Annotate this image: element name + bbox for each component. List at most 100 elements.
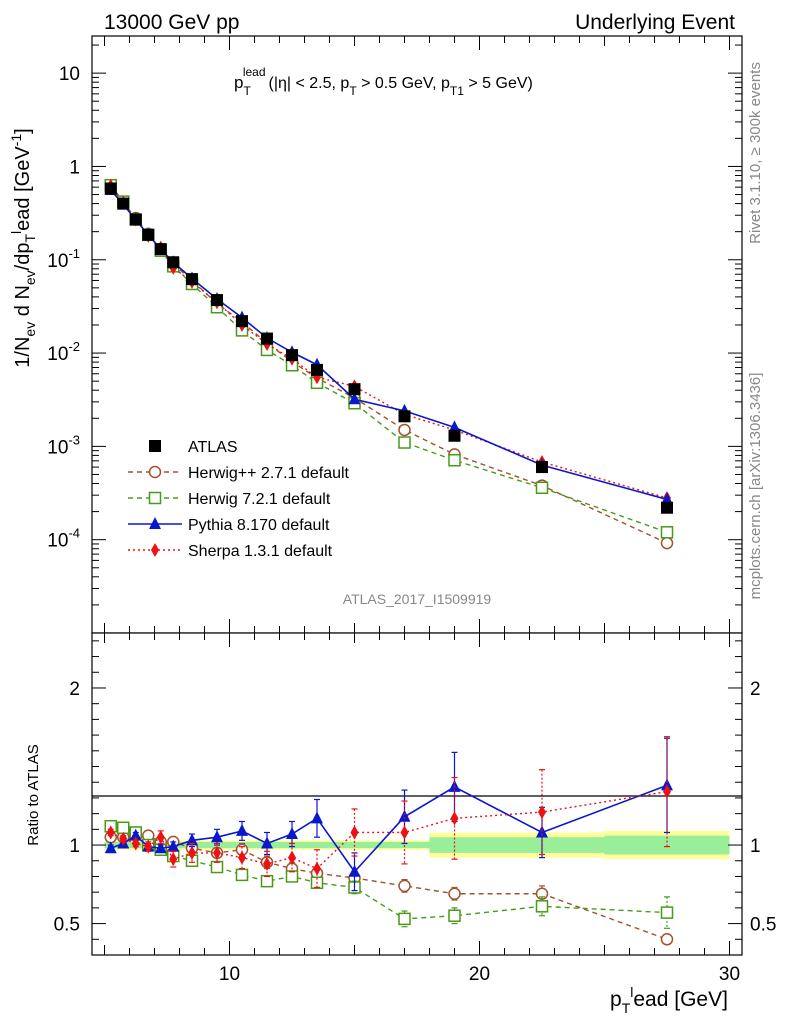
- legend-label: Herwig++ 2.7.1 default: [188, 465, 350, 482]
- ratio-y-tick-label-left: 1: [69, 836, 80, 857]
- marker-diamond: [106, 825, 115, 840]
- marker-square: [104, 182, 117, 195]
- marker-triangle: [104, 841, 117, 854]
- marker-square: [286, 349, 298, 362]
- ratio-y-axis-label: Ratio to ATLAS: [25, 744, 42, 845]
- marker-open-circle: [398, 423, 411, 437]
- band-inner: [379, 841, 430, 849]
- marker-open-square: [285, 870, 299, 883]
- marker-square: [661, 501, 673, 514]
- header-left: 13000 GeV pp: [104, 11, 239, 34]
- marker-diamond: [144, 839, 153, 854]
- marker-square: [348, 383, 361, 396]
- marker-diamond: [288, 850, 296, 865]
- marker-open-circle: [148, 465, 162, 479]
- marker-square: [167, 256, 180, 269]
- marker-square: [536, 461, 548, 474]
- x-tick-label: 30: [719, 964, 740, 985]
- y-tick-label: 10-4: [47, 526, 80, 552]
- marker-square: [186, 273, 198, 286]
- marker-triangle: [348, 392, 361, 405]
- rivet-version-text: Rivet 3.1.10, ≥ 300k events: [747, 62, 764, 244]
- main-plot-panel: 10-4 10-3 10-2 10-1 1 10 pTlead(|η| < 2.5, pT…: [8, 35, 743, 634]
- x-tick-label: 10: [219, 964, 240, 985]
- legend-entry: Pythia 8.170 default: [128, 517, 330, 534]
- marker-open-square: [660, 906, 674, 919]
- marker-diamond: [156, 830, 165, 845]
- marker-open-square: [535, 481, 549, 495]
- ratio-series-sherpa-1-3-1-default: [106, 736, 671, 889]
- marker-open-square: [210, 860, 224, 874]
- marker-triangle: [129, 828, 142, 841]
- ratio-plot-panel: 10 20 30 0.5 0.5 1 1 2 2 Ratio to ATLAS pTlead […: [25, 632, 776, 1016]
- legend-entry: Herwig 7.2.1 default: [128, 491, 331, 508]
- marker-diamond: [119, 831, 128, 846]
- marker-triangle: [167, 839, 180, 852]
- legend-label: Herwig 7.2.1 default: [188, 491, 331, 508]
- marker-square: [149, 440, 161, 452]
- band-inner: [304, 841, 330, 849]
- marker-open-circle: [448, 887, 461, 900]
- ratio-y-tick-label-right: 0.5: [750, 915, 776, 936]
- marker-square: [117, 197, 130, 210]
- marker-triangle: [149, 517, 161, 529]
- marker-square: [236, 315, 248, 328]
- marker-diamond: [663, 784, 671, 799]
- marker-diamond: [538, 805, 546, 820]
- ratio-y-tick-label-left: 0.5: [54, 915, 80, 936]
- x-tick-label: 20: [469, 964, 490, 985]
- ratio-axis-ticks: 10 20 30 0.5 0.5 1 1 2 2: [54, 633, 776, 985]
- x-axis-label: pTlead [GeV]: [610, 984, 728, 1016]
- marker-triangle: [311, 811, 323, 824]
- marker-square: [211, 294, 223, 307]
- marker-triangle: [261, 836, 273, 849]
- marker-open-square: [660, 526, 674, 539]
- marker-open-square: [535, 900, 549, 913]
- y-tick-label: 10-3: [47, 432, 80, 458]
- ratio-plot-frame: [91, 632, 743, 956]
- marker-square: [448, 429, 461, 442]
- ratio-data-series: [104, 736, 674, 946]
- main-data-series: [104, 178, 674, 550]
- marker-diamond: [313, 861, 321, 876]
- marker-diamond: [213, 845, 221, 860]
- marker-square: [311, 363, 323, 376]
- ratio-y-tick-label-left: 2: [69, 679, 80, 700]
- marker-square: [142, 228, 155, 241]
- y-tick-label: 1: [69, 157, 80, 178]
- marker-square: [261, 332, 273, 345]
- marker-diamond: [350, 825, 359, 840]
- marker-triangle: [661, 778, 673, 791]
- marker-triangle: [286, 827, 298, 840]
- marker-open-square: [398, 436, 411, 449]
- marker-open-square: [260, 874, 274, 888]
- legend-label: Pythia 8.170 default: [188, 517, 330, 534]
- marker-diamond: [169, 852, 178, 867]
- legend: ATLAS Herwig++ 2.7.1 default Herwig 7.2.1 …: [128, 439, 350, 560]
- chart-title: pTlead(|η| < 2.5, pT > 0.5 GeV, pT1 > 5 …: [234, 65, 533, 98]
- marker-triangle: [348, 864, 361, 877]
- marker-triangle: [236, 823, 248, 836]
- main-plot-frame: [91, 35, 743, 634]
- header-right: Underlying Event: [575, 11, 735, 34]
- series-atlas: [104, 182, 673, 514]
- marker-open-square: [117, 821, 130, 835]
- marker-diamond: [151, 543, 159, 557]
- legend-label: Sherpa 1.3.1 default: [188, 543, 333, 560]
- marker-open-square: [235, 868, 249, 882]
- analysis-id: ATLAS_2017_I1509919: [343, 591, 492, 607]
- marker-triangle: [154, 841, 167, 854]
- mcplots-reference-text: mcplots.cern.ch [arXiv:1306.3436]: [747, 373, 764, 600]
- y-tick-label: 10: [59, 64, 80, 85]
- legend-entry: Herwig++ 2.7.1 default: [128, 465, 350, 482]
- marker-triangle: [186, 833, 198, 846]
- band-inner: [429, 837, 480, 853]
- marker-open-square: [398, 912, 411, 926]
- marker-open-circle: [660, 933, 674, 946]
- ratio-y-tick-label-right: 2: [750, 679, 761, 700]
- main-axis-ticks: [92, 36, 742, 634]
- marker-diamond: [188, 845, 196, 860]
- legend-entry: ATLAS: [149, 439, 238, 456]
- marker-triangle: [398, 809, 411, 822]
